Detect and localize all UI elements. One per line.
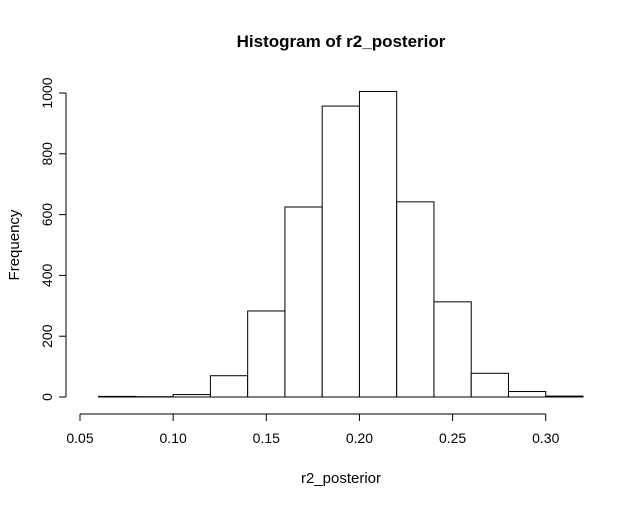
x-tick-label: 0.15 [253,430,280,446]
x-tick-label: 0.20 [346,430,373,446]
histogram-bar [507,391,547,398]
x-axis: 0.05 0.10 0.15 0.20 0.25 0.30 [66,413,560,446]
histogram-bar [172,394,211,398]
x-tick-label: 0.10 [160,430,187,446]
y-tick-label: 0 [39,393,55,401]
y-tick-label: 200 [39,324,55,348]
chart-title: Histogram of r2_posterior [237,32,446,51]
y-axis: 0 200 400 600 800 1000 [39,77,67,401]
x-axis-label: r2_posterior [301,470,381,487]
histogram-bar [433,301,472,398]
y-tick-label: 400 [39,264,55,288]
x-tick-label: 0.25 [439,430,466,446]
y-axis-label: Frequency [6,209,23,280]
histogram-bar [396,201,435,398]
y-tick-label: 800 [39,142,55,166]
bars-group [98,90,584,398]
x-tick-label: 0.30 [532,430,559,446]
histogram-bar [321,105,360,398]
histogram-bar [247,310,286,398]
histogram-bar [98,395,137,398]
histogram-bar [209,375,249,398]
histogram-bar [284,206,323,398]
histogram-bar [545,395,584,398]
histogram-bar [470,372,509,398]
y-tick-label: 1000 [39,77,55,108]
y-tick-label: 600 [39,203,55,227]
histogram-bar [358,90,398,398]
x-tick-label: 0.05 [66,430,93,446]
